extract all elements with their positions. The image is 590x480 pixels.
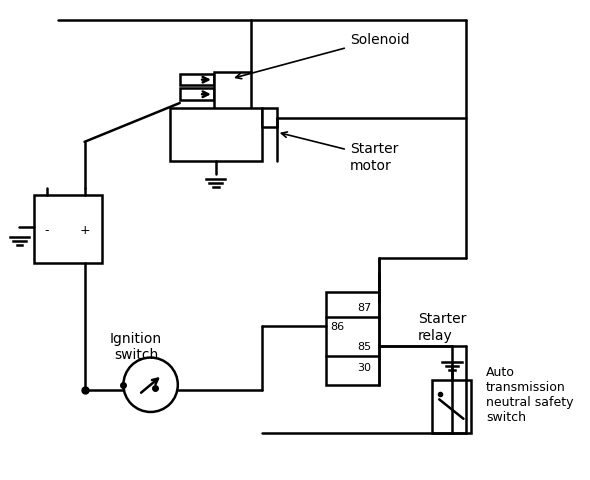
Bar xyxy=(34,196,102,264)
Bar xyxy=(432,380,471,433)
Bar xyxy=(180,89,214,101)
Text: 86: 86 xyxy=(330,322,345,332)
Text: Ignition
switch: Ignition switch xyxy=(110,331,162,361)
Text: Starter
motor: Starter motor xyxy=(281,132,398,172)
Text: +: + xyxy=(79,223,90,236)
Bar xyxy=(170,108,263,162)
Bar xyxy=(263,108,277,128)
Text: Solenoid: Solenoid xyxy=(236,33,409,80)
Bar xyxy=(326,293,379,385)
Text: Starter
relay: Starter relay xyxy=(418,312,466,342)
Text: 30: 30 xyxy=(357,362,371,372)
Text: -: - xyxy=(44,223,49,236)
Text: 85: 85 xyxy=(357,341,371,351)
Text: Auto
transmission
neutral safety
switch: Auto transmission neutral safety switch xyxy=(486,366,573,423)
Text: 87: 87 xyxy=(357,302,371,312)
Bar xyxy=(214,73,251,109)
Bar xyxy=(180,75,214,86)
